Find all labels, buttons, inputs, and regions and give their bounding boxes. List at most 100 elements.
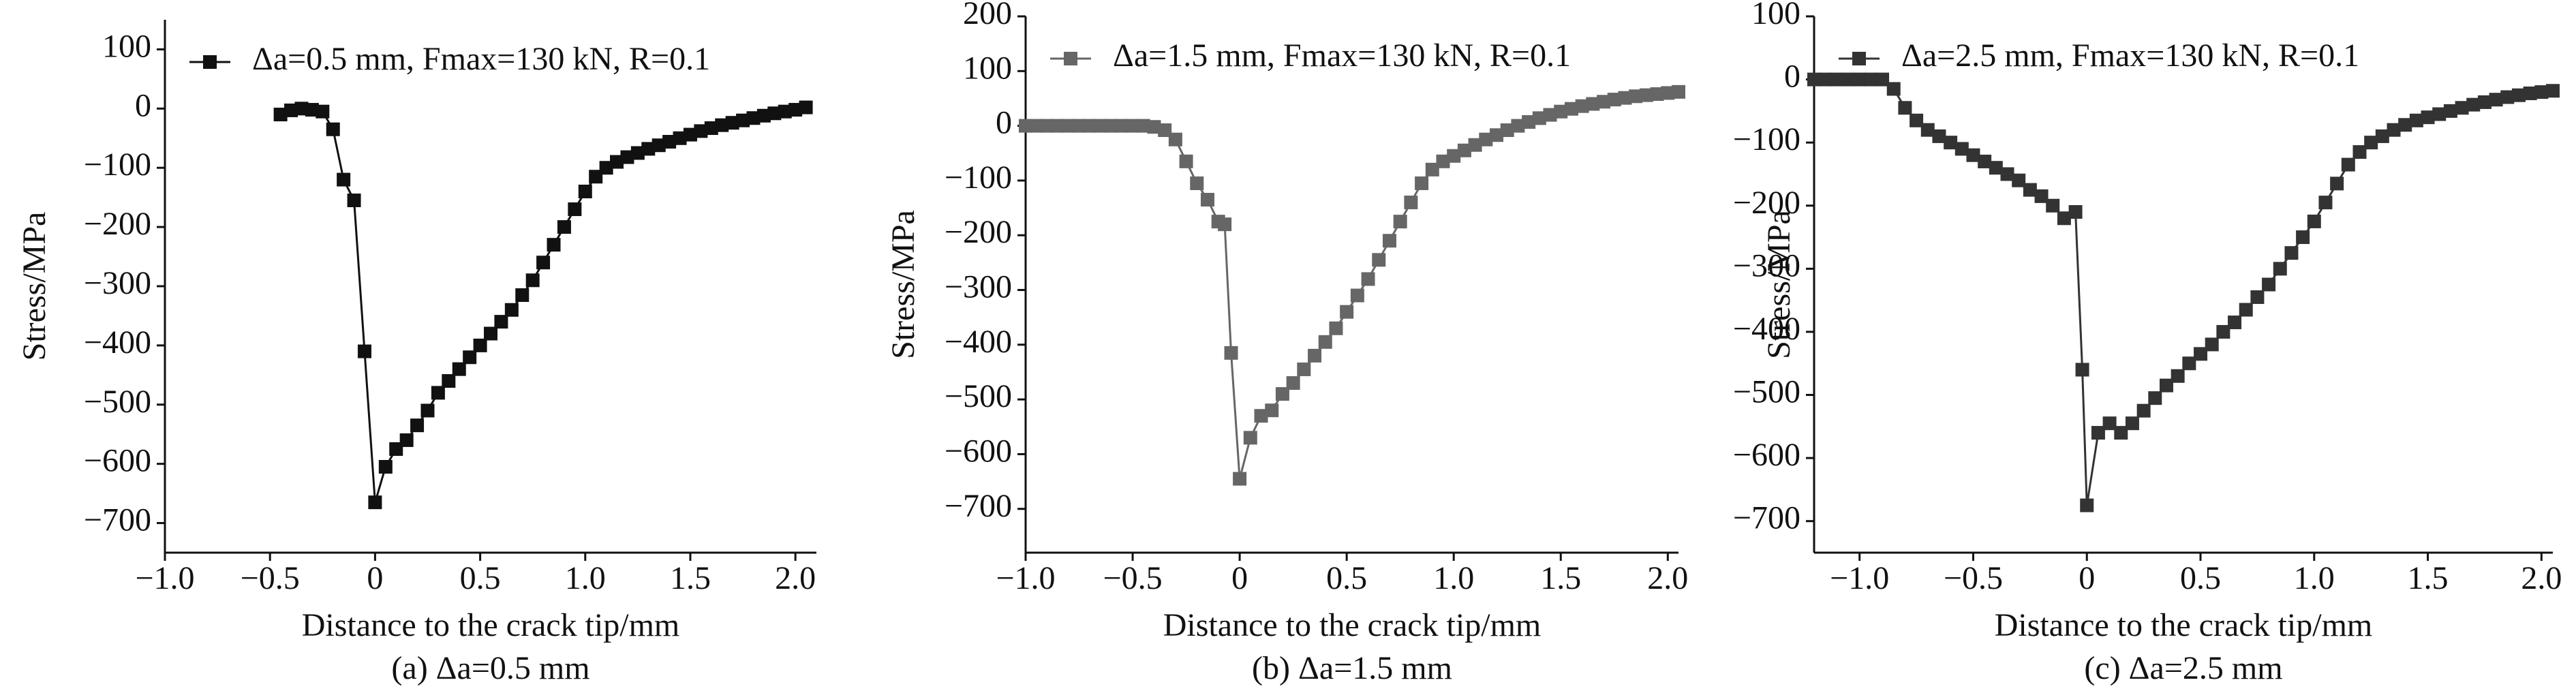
marker xyxy=(1661,86,1675,100)
marker xyxy=(1564,102,1578,116)
x-axis-title: Distance to the crack tip/mm xyxy=(302,607,679,643)
x-tick-label: 1.5 xyxy=(2408,560,2449,596)
y-tick-label: 100 xyxy=(963,50,1012,86)
marker xyxy=(1179,154,1193,168)
x-tick-label: −1.0 xyxy=(1830,560,1889,596)
x-tick-label: 2.0 xyxy=(775,560,816,596)
marker xyxy=(2171,369,2185,383)
marker xyxy=(2239,303,2253,317)
marker xyxy=(494,315,508,329)
marker xyxy=(1864,72,1878,87)
marker xyxy=(2511,88,2526,102)
marker xyxy=(1575,99,1589,113)
marker xyxy=(1126,119,1140,133)
marker xyxy=(2284,246,2299,260)
marker xyxy=(2148,391,2162,405)
marker xyxy=(1944,136,1958,150)
legend-label: Δa=1.5 mm, Fmax=130 kN, R=0.1 xyxy=(1113,37,1571,74)
marker xyxy=(1932,129,1946,143)
marker xyxy=(1029,119,1043,133)
y-tick-label: −100 xyxy=(945,159,1012,196)
y-tick-label: −100 xyxy=(1733,121,1800,157)
marker xyxy=(2262,277,2276,292)
marker xyxy=(1586,97,1600,111)
marker xyxy=(326,122,340,136)
marker xyxy=(1265,403,1279,418)
marker xyxy=(1490,128,1504,142)
marker xyxy=(431,386,445,400)
marker xyxy=(2352,145,2367,159)
marker xyxy=(1093,119,1107,133)
marker xyxy=(1404,196,1418,210)
y-tick-label: 0 xyxy=(135,87,151,123)
marker xyxy=(1243,431,1257,445)
marker xyxy=(2432,107,2447,121)
marker xyxy=(1650,87,1664,102)
marker xyxy=(1989,161,2003,175)
marker xyxy=(1886,82,1901,96)
x-tick-label: 0 xyxy=(367,560,383,596)
marker xyxy=(399,433,414,447)
marker xyxy=(420,403,435,418)
caption: (a) Δa=0.5 mm xyxy=(391,650,589,686)
y-tick-label: −600 xyxy=(84,443,151,479)
marker xyxy=(610,155,624,169)
marker xyxy=(2228,316,2242,330)
marker xyxy=(694,124,708,138)
y-tick-label: −600 xyxy=(1733,437,1800,473)
marker xyxy=(1218,217,1232,232)
marker xyxy=(756,108,771,123)
x-tick-label: 0.5 xyxy=(1326,560,1367,596)
marker xyxy=(2273,262,2287,276)
marker xyxy=(620,150,634,164)
marker xyxy=(2102,416,2117,431)
y-tick-label: −500 xyxy=(1733,374,1800,410)
marker xyxy=(1532,111,1546,125)
marker xyxy=(2296,230,2310,245)
legend-marker xyxy=(1852,52,1866,65)
marker xyxy=(1978,154,1992,168)
marker xyxy=(2421,110,2435,125)
marker xyxy=(2194,347,2208,361)
marker xyxy=(2341,157,2355,172)
marker xyxy=(1136,119,1150,133)
marker xyxy=(1543,108,1557,122)
marker xyxy=(578,184,592,198)
marker xyxy=(2443,104,2457,118)
marker xyxy=(1966,148,1980,162)
marker xyxy=(1898,101,1912,115)
marker xyxy=(2387,123,2401,137)
marker xyxy=(599,161,613,175)
marker xyxy=(2477,95,2491,109)
x-tick-label: 2.0 xyxy=(1647,560,1688,596)
marker xyxy=(589,170,603,184)
marker xyxy=(641,142,656,156)
marker xyxy=(1393,215,1407,229)
marker xyxy=(1318,335,1332,349)
y-tick-label: −700 xyxy=(1733,500,1800,536)
marker xyxy=(788,103,803,117)
marker xyxy=(2250,290,2265,305)
marker xyxy=(1233,472,1247,486)
marker xyxy=(715,118,729,132)
marker xyxy=(736,113,750,127)
marker xyxy=(1818,72,1833,87)
marker xyxy=(1954,142,1969,156)
marker xyxy=(463,350,477,365)
marker xyxy=(1522,114,1536,129)
marker xyxy=(1019,119,1032,133)
marker xyxy=(410,418,425,433)
marker xyxy=(1500,123,1514,138)
marker xyxy=(1382,234,1396,248)
y-tick-label: −200 xyxy=(1733,185,1800,221)
y-tick-label: −400 xyxy=(1733,311,1800,347)
marker xyxy=(1618,91,1632,105)
marker xyxy=(273,108,288,122)
marker xyxy=(2318,196,2333,210)
marker xyxy=(1852,72,1867,87)
marker xyxy=(1168,132,1182,147)
caption: (b) Δa=1.5 mm xyxy=(1252,650,1452,686)
y-tick-label: −700 xyxy=(84,502,151,538)
y-tick-label: −300 xyxy=(1733,247,1800,283)
marker xyxy=(1597,95,1611,109)
